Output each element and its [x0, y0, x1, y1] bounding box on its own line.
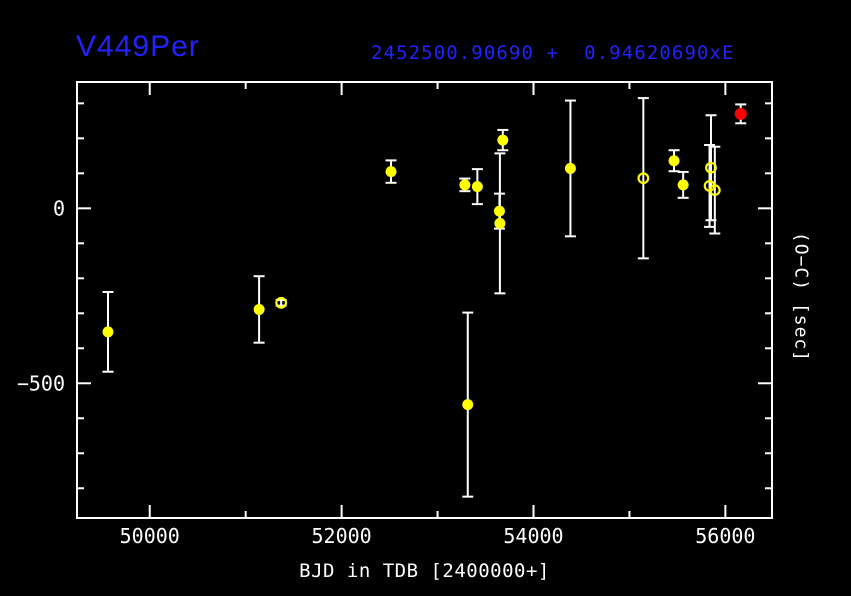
data-point-filled: [471, 181, 483, 193]
ephemeris-text: 2452500.90690 + 0.94620690xE: [371, 42, 735, 64]
data-point-filled: [734, 107, 747, 120]
data-point-filled: [494, 217, 506, 229]
data-point-filled: [459, 179, 471, 191]
data-point-filled: [385, 166, 397, 178]
y-axis-tick-label: 0: [53, 196, 65, 220]
y-axis-title: (O−C) [sec]: [790, 231, 812, 363]
data-point-open: [637, 172, 650, 185]
data-point-filled: [102, 326, 114, 338]
data-point-filled: [253, 303, 265, 315]
chart-title: V449Per: [76, 30, 200, 63]
data-point-filled: [493, 205, 505, 217]
data-point-open: [275, 296, 288, 309]
x-axis-tick-label: 54000: [503, 524, 563, 548]
data-point-filled: [497, 134, 509, 146]
x-axis-title: BJD in TDB [2400000+]: [299, 560, 550, 582]
data-point-filled: [564, 162, 576, 174]
x-axis-tick-label: 56000: [695, 524, 755, 548]
plot-frame: [76, 81, 773, 519]
data-point-filled: [677, 179, 689, 191]
x-axis-tick-label: 50000: [120, 524, 180, 548]
y-axis-tick-label: −500: [17, 371, 65, 395]
data-point-open: [708, 184, 721, 197]
data-point-open: [705, 161, 717, 174]
data-point-filled: [462, 399, 474, 411]
data-point-filled: [668, 155, 680, 167]
x-axis-tick-label: 52000: [311, 524, 371, 548]
